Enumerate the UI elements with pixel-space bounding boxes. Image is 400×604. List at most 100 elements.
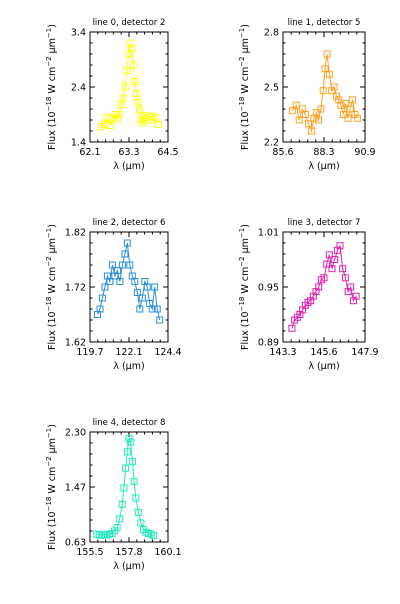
data-point xyxy=(342,100,350,107)
x-axis-label: λ (μm) xyxy=(113,161,144,172)
data-point xyxy=(133,90,140,98)
data-point xyxy=(134,98,142,106)
x-tick-label: 88.3 xyxy=(313,147,334,158)
data-point xyxy=(330,83,338,91)
data-point xyxy=(130,477,138,485)
y-axis-label: Flux (10−18 W cm−2 μm−1) xyxy=(238,24,251,150)
data-point xyxy=(325,70,333,78)
data-point xyxy=(111,111,119,118)
chart-panel-0: line 0, detector 2 62.1 63.3 64.5 1.4 2.4 3.4 λ… xyxy=(45,18,179,172)
x-tick-label: 64.5 xyxy=(157,147,178,158)
data-point xyxy=(148,305,156,313)
series-line xyxy=(291,244,357,329)
x-tick-label: 63.3 xyxy=(118,147,139,158)
data-point xyxy=(323,50,331,58)
y-axis-label: Flux (10−18 W cm−2 μm−1) xyxy=(45,424,58,550)
chart-title: line 4, detector 8 xyxy=(93,418,166,428)
data-point xyxy=(118,501,126,508)
x-tick-label: 155.5 xyxy=(76,547,103,558)
y-tick-label: 3.4 xyxy=(71,28,86,39)
data-point xyxy=(138,294,146,302)
data-point xyxy=(339,111,347,118)
chart-panel-3: line 3, detector 7 143.3 145.6 147.9 0.89 0.9… xyxy=(238,218,379,372)
data-point xyxy=(352,292,360,300)
data-point xyxy=(344,114,352,122)
data-point xyxy=(315,283,323,291)
data-point xyxy=(336,242,344,250)
data-point xyxy=(122,464,130,472)
data-point xyxy=(123,448,131,456)
y-tick-label: 1.4 xyxy=(71,138,86,149)
data-point xyxy=(115,111,123,118)
data-point xyxy=(305,120,312,128)
data-point xyxy=(292,101,300,109)
data-point xyxy=(341,274,349,282)
data-point xyxy=(288,107,296,115)
data-point xyxy=(154,120,162,128)
data-point xyxy=(328,265,336,273)
data-point xyxy=(137,519,145,527)
data-point xyxy=(351,111,359,118)
data-point xyxy=(135,106,143,114)
data-point xyxy=(118,261,126,269)
data-point xyxy=(312,109,320,117)
data-point xyxy=(106,278,114,285)
x-tick-label: 124.4 xyxy=(154,347,181,358)
data-point xyxy=(108,261,116,269)
y-tick-label: 1.72 xyxy=(65,283,86,294)
y-tick-label: 0.63 xyxy=(65,538,86,549)
data-point xyxy=(121,83,129,91)
data-point xyxy=(96,305,104,313)
data-point xyxy=(136,305,144,313)
data-point xyxy=(153,305,161,313)
data-point xyxy=(128,458,136,466)
data-point xyxy=(325,251,333,259)
data-point xyxy=(346,105,354,113)
chart-title: line 0, detector 2 xyxy=(93,18,166,28)
data-point xyxy=(308,127,316,135)
y-tick-label: 2.30 xyxy=(65,428,86,439)
x-tick-label: 62.1 xyxy=(79,147,100,158)
data-point xyxy=(123,239,131,247)
data-point xyxy=(116,278,124,285)
series-line xyxy=(101,42,159,128)
y-tick-label: 2.4 xyxy=(71,83,86,94)
x-axis-label: λ (μm) xyxy=(113,561,144,572)
x-tick-label: 157.8 xyxy=(115,547,142,558)
y-tick-label: 2.5 xyxy=(264,83,279,94)
x-tick-label: 160.1 xyxy=(154,547,181,558)
data-point xyxy=(126,261,134,269)
x-tick-label: 145.6 xyxy=(310,347,337,358)
data-point xyxy=(339,265,347,273)
chart-panel-2: line 2, detector 6 119.7 122.1 124.4 1.62 1.7… xyxy=(45,218,182,372)
x-axis-label: λ (μm) xyxy=(113,361,144,372)
data-point xyxy=(319,87,327,95)
data-point xyxy=(132,494,140,502)
y-tick-label: 2.8 xyxy=(264,28,279,39)
data-point xyxy=(321,65,329,73)
y-tick-label: 1.82 xyxy=(65,228,86,239)
data-point xyxy=(128,45,136,52)
data-point xyxy=(315,116,323,124)
data-point xyxy=(337,101,345,109)
x-tick-label: 119.7 xyxy=(76,347,103,358)
data-point xyxy=(129,61,137,69)
y-tick-label: 1.47 xyxy=(65,483,86,494)
data-point xyxy=(106,122,114,129)
data-point xyxy=(116,515,124,523)
x-tick-label: 85.6 xyxy=(272,147,293,158)
data-point xyxy=(288,324,296,332)
data-point xyxy=(119,94,127,102)
x-axis-label: λ (μm) xyxy=(308,361,339,372)
x-tick-label: 122.1 xyxy=(115,347,142,358)
data-point xyxy=(113,115,121,123)
data-point xyxy=(150,531,158,539)
data-point xyxy=(332,92,340,100)
data-point xyxy=(127,438,135,446)
chart-title: line 3, detector 7 xyxy=(288,218,361,228)
data-point xyxy=(101,283,109,291)
data-point xyxy=(120,484,128,492)
data-point xyxy=(295,116,303,124)
data-point xyxy=(98,294,106,302)
data-point xyxy=(143,283,151,291)
